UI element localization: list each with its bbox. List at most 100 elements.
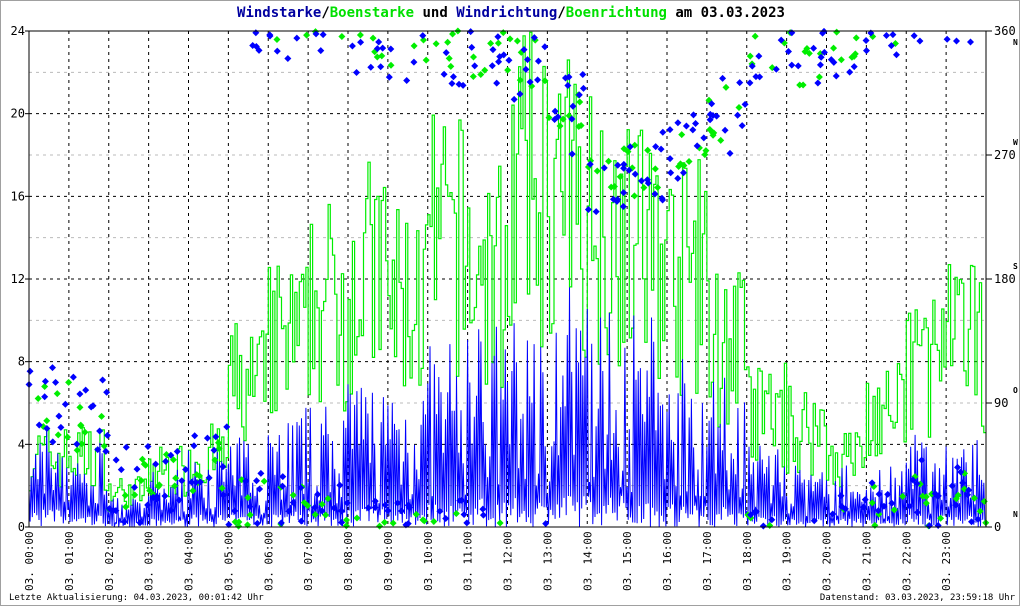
wind-direction-point [379, 44, 387, 52]
wind-direction-point [651, 190, 659, 198]
gust-direction-point [576, 98, 584, 106]
gust-direction-point [318, 500, 326, 508]
wind-direction-point [516, 90, 524, 98]
gust-direction-point [381, 518, 389, 526]
title-and: und [414, 5, 457, 21]
y-tick-label: 12 [11, 272, 25, 286]
gust-direction-point [303, 31, 311, 39]
wind-direction-point [700, 134, 708, 142]
wind-direction-point [285, 507, 293, 515]
wind-direction-point [659, 128, 667, 136]
wind-direction-point [689, 111, 697, 119]
wind-direction-point [713, 112, 721, 120]
wind-direction-point [436, 507, 444, 515]
gust-direction-point [837, 56, 845, 64]
wind-direction-point [530, 34, 538, 42]
wind-direction-point [375, 38, 383, 46]
gust-direction-point [353, 514, 361, 522]
gust-direction-point [504, 66, 512, 74]
gust-direction-point [142, 461, 150, 469]
wind-direction-point [619, 203, 627, 211]
wind-direction-point [674, 119, 682, 127]
wind-direction-point [410, 58, 418, 66]
wind-direction-point [906, 502, 914, 510]
wind-direction-point [746, 79, 754, 87]
y-right-tick-label: 270 [994, 148, 1016, 162]
wind-direction-point [892, 51, 900, 59]
wind-direction-point [103, 431, 111, 439]
gust-direction-point [766, 521, 774, 529]
y-tick-label: 24 [11, 24, 25, 38]
wind-direction-point [954, 463, 962, 471]
wind-direction-point [82, 386, 90, 394]
wind-direction-point [190, 442, 198, 450]
wind-direction-point [182, 466, 190, 474]
wind-direction-point [974, 515, 982, 523]
gust-direction-point [496, 519, 504, 527]
wind-direction-point [860, 503, 868, 511]
wind-direction-point [637, 177, 645, 185]
gust-direction-point [722, 83, 730, 91]
wind-direction-point [541, 43, 549, 51]
wind-direction-point [510, 95, 518, 103]
wind-direction-point [257, 469, 265, 477]
wind-direction-point [568, 115, 576, 123]
wind-direction-point [693, 142, 701, 150]
wind-direction-point [584, 206, 592, 214]
wind-direction-point [278, 482, 286, 490]
wind-direction-point [318, 507, 326, 515]
wind-direction-point [777, 36, 785, 44]
gust-direction-point [76, 403, 84, 411]
wind-direction-point [188, 478, 196, 486]
wind-direction-point [99, 376, 107, 384]
gust-direction-point [412, 510, 420, 518]
wind-direction-point [592, 208, 600, 216]
wind-direction-point [479, 511, 487, 519]
x-tick-label: 03. 03:00 [143, 531, 156, 591]
x-tick-label: 03. 01:00 [63, 531, 76, 591]
wind-direction-point [336, 481, 344, 489]
wind-direction-point [377, 63, 385, 71]
wind-direction-point [371, 504, 379, 512]
wind-direction-point [495, 58, 503, 66]
wind-direction-point [117, 466, 125, 474]
wind-direction-point [253, 477, 261, 485]
gust-direction-point [447, 62, 455, 70]
wind-direction-point [884, 490, 892, 498]
gust-direction-point [162, 450, 170, 458]
gust-direction-point [432, 40, 440, 48]
wind-direction-point [887, 42, 895, 50]
wind-direction-point [317, 47, 325, 55]
gust-direction-point [171, 482, 179, 490]
wind-direction-point [751, 508, 759, 516]
wind-direction-point [965, 486, 973, 494]
wind-direction-point [105, 505, 113, 513]
gust-direction-point [630, 192, 638, 200]
wind-direction-point [338, 519, 346, 527]
wind-direction-point [173, 447, 181, 455]
wind-direction-point [273, 47, 281, 55]
wind-direction-point [353, 69, 361, 77]
gust-direction-point [410, 42, 418, 50]
gust-direction-point [469, 72, 477, 80]
wind-direction-point [820, 48, 828, 56]
wind-direction-point [953, 37, 961, 45]
gust-direction-point [131, 491, 139, 499]
gust-direction-point [43, 417, 51, 425]
gust-direction-point [851, 50, 859, 58]
x-tick-label: 03. 20:00 [821, 531, 834, 591]
wind-direction-point [61, 400, 69, 408]
gust-direction-point [193, 471, 201, 479]
wind-direction-point [644, 179, 652, 187]
x-tick-label: 03. 02:00 [103, 531, 116, 591]
wind-direction-point [874, 507, 882, 515]
wind-direction-point [666, 155, 674, 163]
gust-direction-point [169, 456, 177, 464]
x-tick-label: 03. 16:00 [661, 531, 674, 591]
wind-direction-point [738, 122, 746, 130]
wind-direction-point [889, 31, 897, 39]
wind-direction-point [338, 507, 346, 515]
wind-direction-point [41, 393, 49, 401]
wind-direction-point [520, 46, 528, 54]
wind-direction-point [35, 421, 43, 429]
